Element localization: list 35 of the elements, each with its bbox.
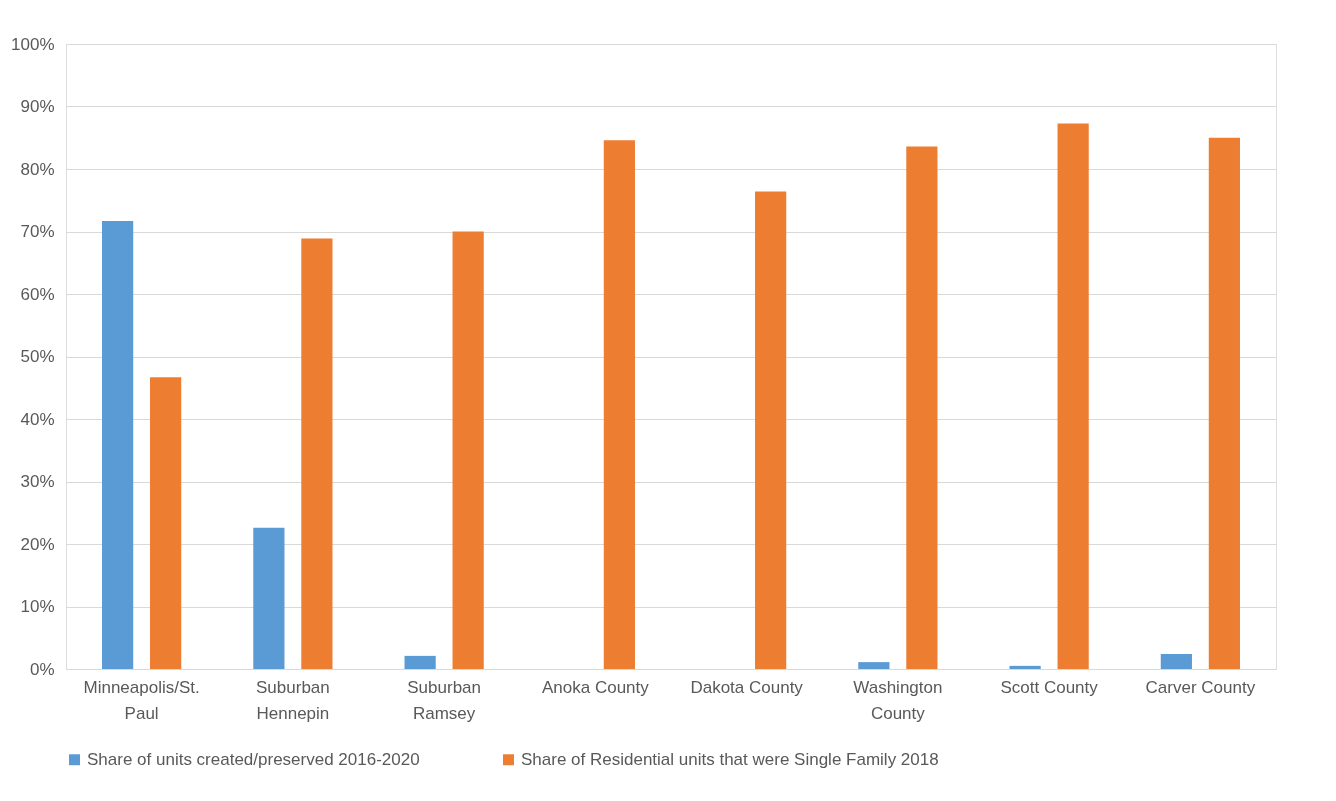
bar [253,527,285,669]
bar [1208,137,1240,669]
bar [150,377,182,669]
y-tick-label: 0% [29,659,55,679]
y-tick-label: 70% [20,222,55,241]
x-tick-label: Suburban Ramsey [407,677,481,723]
y-tick-label: 30% [20,472,55,491]
bar [301,238,333,669]
y-tick-label: 100% [11,34,55,54]
bar [906,146,938,669]
y-tick-label: 10% [20,597,55,616]
x-tick-label: Anoka County [541,677,650,697]
bar [1160,654,1192,669]
y-tick-label: 40% [20,409,55,429]
bar [452,231,484,669]
y-tick-label: 50% [20,347,55,366]
bar [858,662,890,669]
x-tick-label: Minneapolis/St. Paul [83,677,200,723]
x-tick-label: Carver County [1145,677,1256,697]
legend-label: Share of units created/preserved 2016-2020 [87,749,420,769]
bar [102,220,134,669]
x-tick-label: Dakota County [690,677,804,697]
bar [603,140,635,669]
bar [404,655,436,669]
bar [755,191,787,669]
y-tick-label: 80% [20,159,55,179]
y-tick-label: 20% [20,534,55,554]
bar [1057,123,1089,669]
legend-label: Share of Residential units that were Single Family 2018 [521,749,939,769]
x-tick-label: Scott County [1000,677,1099,697]
y-tick-label: 90% [20,97,55,116]
x-tick-label: Suburban Hennepin [256,677,330,723]
x-tick-label: Washington County [853,677,943,723]
bar [1009,665,1041,669]
y-tick-label: 60% [20,284,55,304]
